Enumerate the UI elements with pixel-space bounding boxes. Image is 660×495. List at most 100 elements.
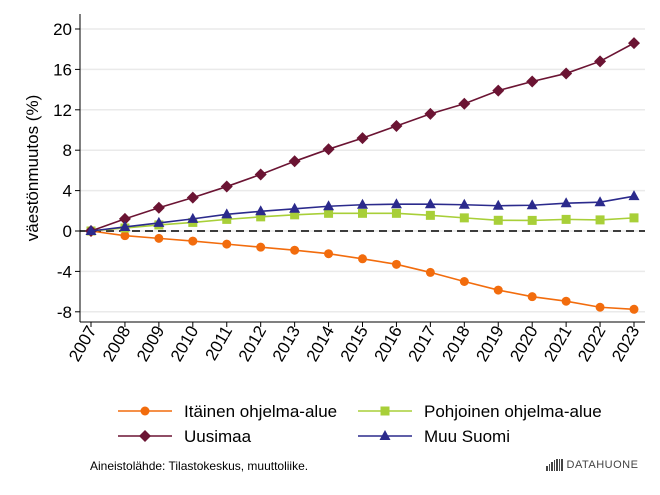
marker-triangle — [323, 200, 335, 211]
marker-diamond — [458, 97, 471, 110]
marker-triangle — [289, 202, 301, 213]
x-tick-label: 2008 — [99, 323, 134, 365]
marker-diamond — [356, 132, 369, 145]
datahuone-logo: DATAHUONE — [546, 459, 638, 471]
marker-diamond — [288, 155, 301, 168]
x-tick-label: 2020 — [506, 323, 541, 365]
marker-triangle — [379, 430, 391, 440]
x-tick-label: 2010 — [167, 323, 202, 365]
y-tick-label: -8 — [57, 303, 72, 322]
marker-circle — [595, 302, 605, 312]
marker-square — [527, 215, 537, 225]
marker-triangle — [560, 197, 572, 208]
marker-circle — [140, 406, 150, 416]
marker-diamond — [186, 191, 199, 204]
marker-circle — [324, 249, 334, 259]
x-tick-label: 2016 — [371, 323, 406, 365]
x-tick-label: 2017 — [404, 323, 439, 365]
y-tick-label: 20 — [53, 20, 72, 39]
marker-triangle — [492, 199, 504, 210]
marker-square — [391, 208, 401, 218]
marker-circle — [391, 259, 401, 269]
marker-triangle — [357, 198, 368, 209]
series-muu-suomi — [85, 190, 640, 235]
marker-square — [595, 215, 605, 225]
x-tick-label: 2012 — [235, 323, 270, 365]
x-tick-label: 2007 — [65, 323, 100, 365]
marker-circle — [425, 267, 435, 277]
marker-square — [380, 406, 390, 416]
y-tick-label: 12 — [53, 101, 72, 120]
marker-triangle — [153, 216, 165, 227]
marker-triangle — [119, 220, 131, 231]
x-tick-label: 2023 — [608, 323, 643, 365]
x-tick-label: 2011 — [201, 323, 236, 364]
series-line — [90, 230, 635, 311]
legend-item: Pohjoinen ohjelma-alue — [358, 402, 602, 421]
source-note: Aineistolähde: Tilastokeskus, muuttoliik… — [90, 459, 309, 473]
marker-square — [358, 208, 367, 218]
marker-circle — [256, 242, 266, 252]
x-tick-label: 2022 — [574, 323, 609, 365]
legend-item: Itäinen ohjelma-alue — [118, 402, 337, 421]
marker-square — [222, 214, 232, 224]
marker-circle — [527, 292, 537, 302]
x-tick-label: 2018 — [438, 323, 473, 365]
y-tick-label: 8 — [63, 141, 72, 160]
marker-square — [256, 212, 266, 222]
marker-diamond — [139, 430, 151, 442]
marker-circle — [188, 236, 198, 246]
x-tick-label: 2015 — [337, 323, 372, 365]
marker-square — [324, 208, 334, 218]
marker-square — [629, 213, 639, 223]
marker-diamond — [492, 84, 505, 97]
y-tick-label: 0 — [63, 222, 72, 241]
marker-triangle — [424, 198, 436, 209]
x-tick-label: 2021 — [540, 323, 575, 365]
x-tick-label: 2009 — [133, 323, 168, 365]
marker-triangle — [594, 196, 606, 207]
marker-diamond — [152, 201, 165, 214]
legend-label: Uusimaa — [184, 427, 252, 446]
marker-diamond — [118, 212, 131, 225]
marker-square — [493, 215, 503, 225]
x-tick-label: 2013 — [269, 323, 304, 365]
marker-square — [425, 210, 435, 220]
legend-label: Pohjoinen ohjelma-alue — [424, 402, 602, 421]
marker-diamond — [628, 37, 640, 50]
marker-diamond — [560, 67, 573, 80]
series-uusimaa — [85, 37, 640, 237]
marker-triangle — [221, 208, 233, 219]
marker-circle — [154, 233, 164, 243]
marker-triangle — [628, 190, 640, 201]
marker-circle — [222, 239, 232, 249]
marker-triangle — [255, 205, 267, 216]
marker-diamond — [390, 119, 403, 132]
y-axis-label: väestönmuutos (%) — [23, 95, 42, 241]
marker-diamond — [594, 55, 607, 68]
marker-diamond — [322, 143, 335, 156]
marker-triangle — [458, 198, 470, 209]
marker-triangle — [526, 199, 538, 210]
legend-label: Muu Suomi — [424, 427, 510, 446]
marker-circle — [358, 254, 367, 264]
y-tick-label: -4 — [57, 262, 72, 281]
marker-square — [290, 210, 300, 220]
x-tick-label: 2014 — [303, 323, 338, 365]
legend-item: Muu Suomi — [358, 427, 510, 446]
marker-square — [561, 214, 571, 224]
marker-square — [459, 213, 469, 223]
y-tick-label: 16 — [53, 60, 72, 79]
marker-circle — [561, 296, 571, 306]
legend-label: Itäinen ohjelma-alue — [184, 402, 337, 421]
marker-triangle — [390, 198, 402, 209]
marker-diamond — [220, 180, 233, 193]
logo-text: DATAHUONE — [566, 459, 639, 471]
marker-diamond — [254, 168, 267, 181]
logo-bars-icon — [546, 459, 563, 471]
marker-triangle — [85, 225, 97, 235]
legend-item: Uusimaa — [118, 427, 252, 446]
y-tick-label: 4 — [63, 182, 72, 201]
marker-diamond — [424, 107, 437, 120]
